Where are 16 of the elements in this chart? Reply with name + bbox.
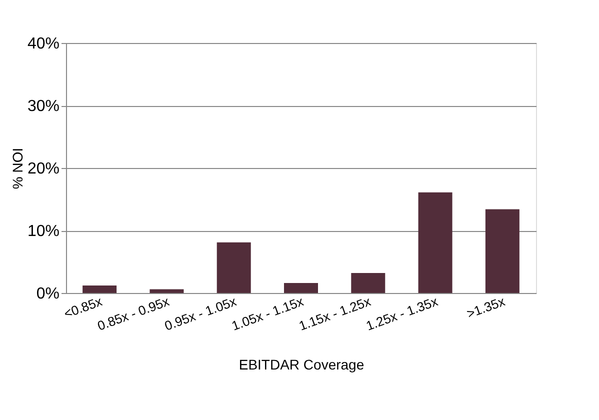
y-tick-label: 30% bbox=[27, 98, 60, 115]
x-tick-label: >1.35x bbox=[464, 293, 508, 322]
x-tick-label: <0.85x bbox=[62, 293, 104, 322]
y-tick-label: 40% bbox=[27, 36, 60, 52]
bar bbox=[216, 242, 251, 293]
y-tick-label: 0% bbox=[36, 286, 60, 302]
bar bbox=[150, 289, 184, 293]
y-tick-label: 20% bbox=[27, 160, 60, 178]
bar bbox=[351, 273, 386, 293]
bar bbox=[485, 209, 520, 293]
bar bbox=[418, 192, 452, 293]
x-axis-title: EBITDAR Coverage bbox=[238, 356, 364, 372]
y-tick-label: 10% bbox=[27, 223, 60, 240]
bar bbox=[284, 283, 318, 293]
y-axis-title: % NOI bbox=[9, 148, 26, 190]
bar bbox=[82, 286, 117, 293]
